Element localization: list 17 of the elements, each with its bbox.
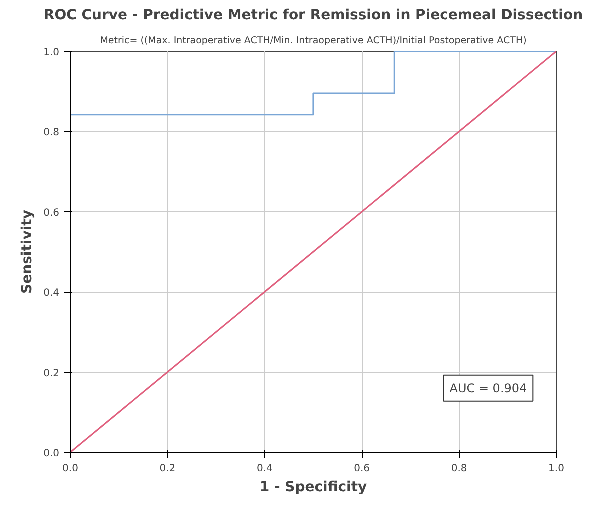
annotation: AUC = 0.904	[450, 381, 528, 396]
x-tick-label: 0.0	[62, 464, 78, 474]
y-tick-label: 0.6	[44, 208, 60, 219]
y-tick-label: 0.8	[44, 128, 60, 139]
x-tick-label: 1.0	[548, 464, 564, 474]
x-tick-label: 0.6	[354, 464, 370, 474]
y-tick-label: 0.0	[44, 448, 60, 460]
chart-subtitle: Metric= ((Max. Intraoperative ACTH/Min. Intraoperative ACTH)/Initial Postoperative ACTH)	[100, 36, 527, 46]
y-tick-label: 1.0	[44, 48, 60, 58]
x-tick-label: 0.2	[160, 464, 176, 474]
y-tick-label: 0.4	[44, 288, 60, 300]
x-tick-label: 0.8	[451, 464, 468, 474]
x-tick-label: 0.4	[256, 464, 273, 474]
chart-title: ROC Curve - Predictive Metric for Remission in Piecemeal Dissection	[44, 8, 584, 24]
x-axis-title: 1 - Specificity	[260, 480, 368, 496]
y-axis-title: Sensitivity	[20, 210, 36, 294]
y-tick-label: 0.2	[44, 368, 60, 380]
